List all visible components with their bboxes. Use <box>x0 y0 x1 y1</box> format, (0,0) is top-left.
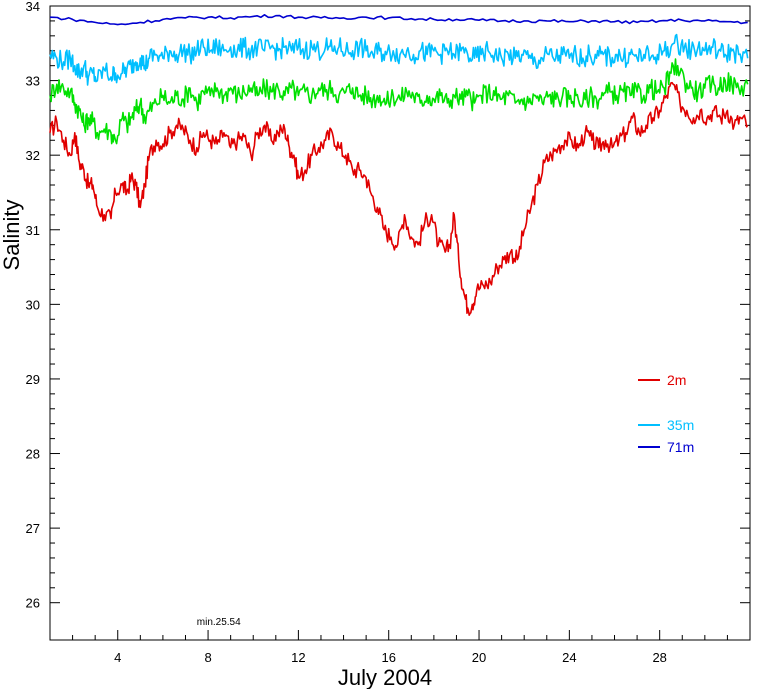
y-axis-label: Salinity <box>0 200 24 271</box>
x-tick-label: 24 <box>562 650 576 665</box>
x-tick-label: 16 <box>381 650 395 665</box>
legend-label: 2m <box>667 372 686 388</box>
legend: 2m 35m 71m <box>638 372 694 455</box>
y-tick-label: 26 <box>26 596 40 611</box>
y-tick-label: 34 <box>26 0 40 14</box>
y-tick-label: 28 <box>26 447 40 462</box>
series-line-35m <box>49 33 749 86</box>
y-tick-label: 30 <box>26 297 40 312</box>
x-tick-label: 20 <box>472 650 486 665</box>
x-tick-label: 4 <box>114 650 121 665</box>
x-axis-label: July 2004 <box>338 665 432 689</box>
y-tick-label: 27 <box>26 521 40 536</box>
x-tick-label: 28 <box>652 650 666 665</box>
legend-label: 35m <box>667 417 694 433</box>
plot-frame <box>49 5 751 641</box>
y-tick-label: 33 <box>26 74 40 89</box>
series-lines <box>49 14 749 316</box>
series-line-2m <box>49 81 749 316</box>
y-tick-label: 29 <box>26 372 40 387</box>
y-tick-label: 32 <box>26 148 40 163</box>
x-tick-label: 8 <box>204 650 211 665</box>
series-line-71m <box>49 14 748 26</box>
y-tick-label: 31 <box>26 223 40 238</box>
legend-label: 71m <box>667 439 694 455</box>
axis-ticks: 4 8 12 16 20 24 28 26 27 28 29 30 31 32 33 34 <box>26 0 751 665</box>
series-line-unlabeled <box>49 58 749 145</box>
x-tick-label: 12 <box>291 650 305 665</box>
min-annotation: min.25.54 <box>197 617 241 628</box>
